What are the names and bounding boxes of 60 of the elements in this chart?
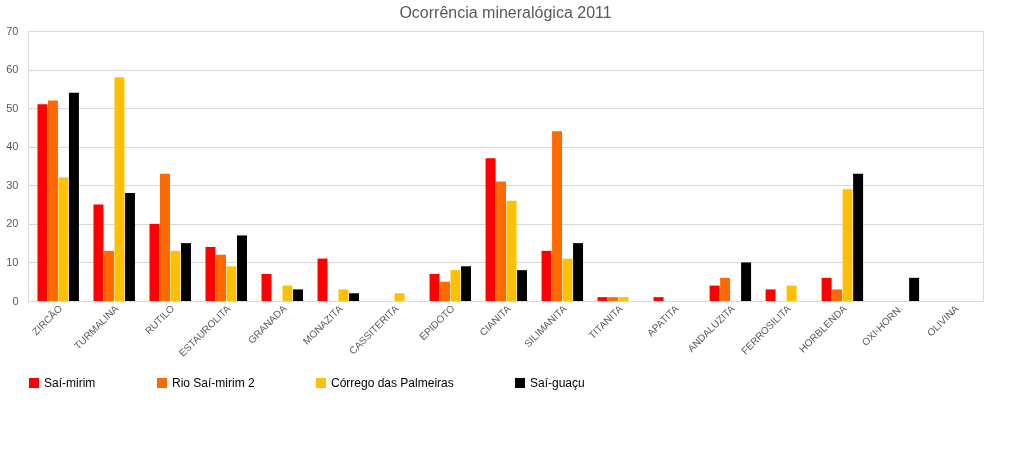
- bar: [261, 274, 272, 301]
- bar: [293, 289, 303, 301]
- bar: [236, 235, 247, 301]
- bar: [461, 266, 472, 301]
- chart-title: Ocorrência mineralógica 2011: [399, 4, 612, 21]
- bar: [159, 173, 170, 301]
- bar: [517, 270, 528, 301]
- y-tick-label: 10: [6, 255, 19, 268]
- legend-label: Saí-guaçu: [530, 376, 585, 390]
- y-tick-label: 60: [6, 63, 19, 76]
- bar: [741, 262, 752, 301]
- legend-label: Rio Saí-mirim 2: [172, 376, 255, 390]
- bar: [832, 289, 843, 301]
- bar: [103, 250, 114, 301]
- bar: [485, 158, 496, 301]
- legend-label: Córrego das Palmeiras: [331, 376, 454, 390]
- y-tick-label: 20: [6, 217, 19, 230]
- bar: [37, 104, 48, 301]
- bar: [496, 181, 507, 301]
- bar: [541, 250, 552, 301]
- bar: [765, 289, 776, 301]
- bar: [909, 277, 920, 301]
- bar: [68, 92, 79, 301]
- bar: [180, 243, 191, 301]
- bar: [573, 243, 584, 301]
- bar: [562, 258, 573, 301]
- bar: [114, 77, 125, 301]
- bar: [205, 247, 216, 301]
- bar: [149, 223, 160, 301]
- bar: [618, 297, 629, 301]
- bar: [338, 289, 349, 301]
- bar: [93, 204, 104, 301]
- y-tick-label: 70: [6, 24, 19, 37]
- bar: [552, 131, 563, 301]
- bar: [215, 254, 226, 301]
- bar: [440, 281, 451, 301]
- bar: [506, 200, 517, 301]
- bar: [597, 297, 608, 301]
- bar: [709, 285, 720, 301]
- y-tick-label: 40: [6, 140, 19, 153]
- bar: [47, 100, 58, 301]
- bar: [170, 250, 181, 301]
- bar: [653, 297, 664, 301]
- bar: [786, 285, 797, 301]
- bar: [58, 177, 69, 301]
- bar: [842, 189, 853, 301]
- bar: [349, 293, 359, 301]
- y-tick-label: 30: [6, 178, 19, 191]
- bar: [124, 193, 135, 301]
- bar: [608, 297, 619, 301]
- legend-label: Saí-mirim: [44, 376, 96, 390]
- bar: [720, 277, 731, 301]
- bar: [429, 274, 440, 301]
- bar: [394, 293, 405, 301]
- bar: [821, 277, 832, 301]
- y-tick-label: 0: [12, 294, 19, 307]
- bar: [226, 266, 237, 301]
- bar: [853, 173, 864, 301]
- bar: [450, 270, 461, 301]
- y-tick-label: 50: [6, 101, 19, 114]
